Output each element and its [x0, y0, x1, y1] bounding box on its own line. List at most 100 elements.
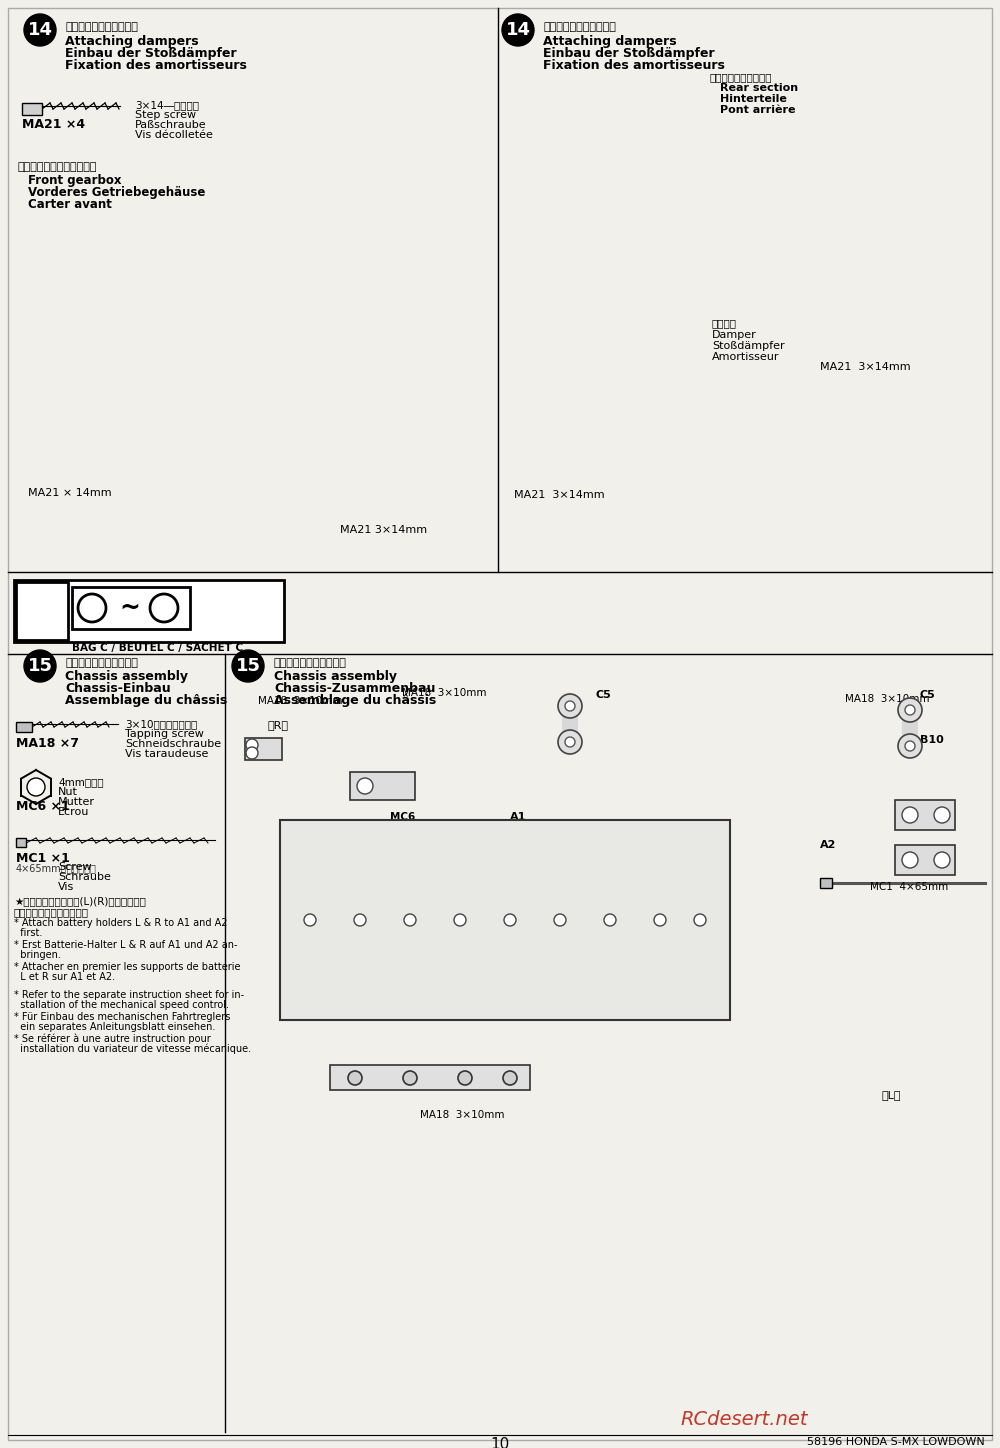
Circle shape: [348, 1072, 362, 1085]
Text: Nut: Nut: [58, 788, 78, 796]
Text: MC1  4×65mm: MC1 4×65mm: [870, 882, 948, 892]
Circle shape: [78, 594, 106, 623]
Text: （リヤバルクヘッド）: （リヤバルクヘッド）: [710, 72, 772, 83]
Circle shape: [558, 730, 582, 754]
Circle shape: [24, 14, 56, 46]
Text: 3×10タッピングビス: 3×10タッピングビス: [125, 720, 197, 728]
Text: MA18  3×10mm: MA18 3×10mm: [258, 696, 342, 707]
Text: MC6: MC6: [390, 812, 415, 822]
Circle shape: [454, 914, 466, 927]
Text: B10: B10: [920, 736, 944, 746]
Text: MA21 × 14mm: MA21 × 14mm: [28, 488, 112, 498]
Text: * Erst Batterie-Halter L & R auf A1 und A2 an-: * Erst Batterie-Halter L & R auf A1 und …: [14, 940, 238, 950]
Text: MA21  3×14mm: MA21 3×14mm: [820, 362, 911, 372]
Circle shape: [27, 778, 45, 796]
Circle shape: [458, 1072, 472, 1085]
Circle shape: [304, 914, 316, 927]
Text: 4mm: 4mm: [390, 822, 415, 833]
Text: ダンパー: ダンパー: [712, 319, 737, 329]
Text: 袋詬Cを使用します: 袋詬Cを使用します: [72, 631, 133, 641]
Text: Pont arrière: Pont arrière: [720, 106, 796, 114]
Text: 24: 24: [157, 602, 176, 617]
Text: 4×65mmタピングビス: 4×65mmタピングビス: [16, 863, 97, 873]
Text: 15: 15: [236, 657, 260, 675]
Circle shape: [934, 851, 950, 867]
Text: （シャーシの組み立て）: （シャーシの組み立て）: [274, 657, 347, 668]
Text: 10: 10: [490, 1436, 510, 1448]
Text: Carter avant: Carter avant: [28, 198, 112, 211]
Text: Chassis assembly: Chassis assembly: [274, 670, 397, 683]
Text: （R）: （R）: [268, 720, 289, 730]
Circle shape: [554, 914, 566, 927]
Text: Rear section: Rear section: [720, 83, 798, 93]
Bar: [350, 772, 415, 799]
Text: 3×14―段付ビス: 3×14―段付ビス: [135, 100, 199, 110]
Text: C2: C2: [366, 778, 382, 788]
Circle shape: [654, 914, 666, 927]
Text: C5: C5: [595, 691, 611, 699]
Text: （L）: （L）: [882, 1090, 902, 1100]
Text: MA21 ×4: MA21 ×4: [22, 117, 85, 130]
Text: ~: ~: [120, 597, 140, 620]
Circle shape: [503, 1072, 517, 1085]
Text: bringen.: bringen.: [14, 950, 61, 960]
Text: Attaching dampers: Attaching dampers: [543, 35, 677, 48]
Text: MC1 ×1: MC1 ×1: [16, 851, 70, 864]
Bar: [820, 877, 832, 888]
Bar: [16, 838, 26, 847]
Bar: [280, 820, 730, 1019]
Text: Step screw: Step screw: [135, 110, 196, 120]
Text: Amortisseur: Amortisseur: [712, 352, 780, 362]
Text: Mutter: Mutter: [58, 796, 95, 807]
Text: MC6 ×1: MC6 ×1: [16, 799, 70, 812]
Circle shape: [246, 747, 258, 759]
Text: MA18 ×7: MA18 ×7: [16, 737, 79, 750]
Text: MA18  3×10mm: MA18 3×10mm: [845, 694, 930, 704]
Text: C5: C5: [920, 691, 936, 699]
Text: ein separates Anleitungsblatt einsehen.: ein separates Anleitungsblatt einsehen.: [14, 1022, 215, 1032]
Bar: [72, 586, 190, 628]
Text: Assemblage du châssis: Assemblage du châssis: [274, 694, 436, 707]
Circle shape: [898, 698, 922, 723]
Text: Assemblage du châssis: Assemblage du châssis: [65, 694, 227, 707]
Circle shape: [403, 1072, 417, 1085]
Text: stallation of the mechanical speed control.: stallation of the mechanical speed contr…: [14, 1001, 229, 1011]
Text: Vis: Vis: [58, 882, 74, 892]
Bar: [22, 103, 42, 114]
Text: first.: first.: [14, 928, 42, 938]
Bar: [562, 707, 578, 741]
Text: Fixation des amortisseurs: Fixation des amortisseurs: [65, 59, 247, 72]
Circle shape: [150, 594, 178, 623]
Text: 15: 15: [85, 602, 104, 617]
Text: Stoßdämpfer: Stoßdämpfer: [712, 340, 785, 350]
Text: MA21 3×14mm: MA21 3×14mm: [340, 526, 427, 534]
Text: Chassis assembly: Chassis assembly: [65, 670, 188, 683]
Polygon shape: [245, 738, 282, 760]
Bar: [895, 799, 955, 830]
Text: Einbau der Stoßdämpfer: Einbau der Stoßdämpfer: [543, 46, 715, 59]
Circle shape: [502, 14, 534, 46]
Text: （フロントギヤーケース）: （フロントギヤーケース）: [18, 162, 98, 172]
Text: Ecrou: Ecrou: [58, 807, 89, 817]
Circle shape: [604, 914, 616, 927]
Text: * Se référer à une autre instruction pour: * Se référer à une autre instruction pou…: [14, 1034, 211, 1044]
Text: C: C: [19, 588, 56, 636]
Text: Schraube: Schraube: [58, 872, 111, 882]
Circle shape: [905, 705, 915, 715]
Text: ★バッテリーホルダー(L)(R)はシャーシの: ★バッテリーホルダー(L)(R)はシャーシの: [14, 896, 146, 906]
Text: Fixation des amortisseurs: Fixation des amortisseurs: [543, 59, 725, 72]
Text: Hinterteile: Hinterteile: [720, 94, 787, 104]
Bar: [16, 582, 68, 640]
Circle shape: [565, 737, 575, 747]
Text: Paßschraube: Paßschraube: [135, 120, 207, 130]
Text: くみたて先に取り付けます: くみたて先に取り付けます: [14, 906, 89, 917]
Circle shape: [694, 914, 706, 927]
Circle shape: [404, 914, 416, 927]
Text: （ダンパーの取り付け）: （ダンパーの取り付け）: [65, 22, 138, 32]
Text: 4mmナット: 4mmナット: [58, 778, 104, 788]
Text: （ダンパーの取り付け）: （ダンパーの取り付け）: [543, 22, 616, 32]
Text: Vorderes Getriebegehäuse: Vorderes Getriebegehäuse: [28, 185, 205, 198]
Text: Damper: Damper: [712, 330, 757, 340]
Text: Tapping screw: Tapping screw: [125, 728, 204, 738]
Text: * Refer to the separate instruction sheet for in-: * Refer to the separate instruction shee…: [14, 990, 244, 1001]
